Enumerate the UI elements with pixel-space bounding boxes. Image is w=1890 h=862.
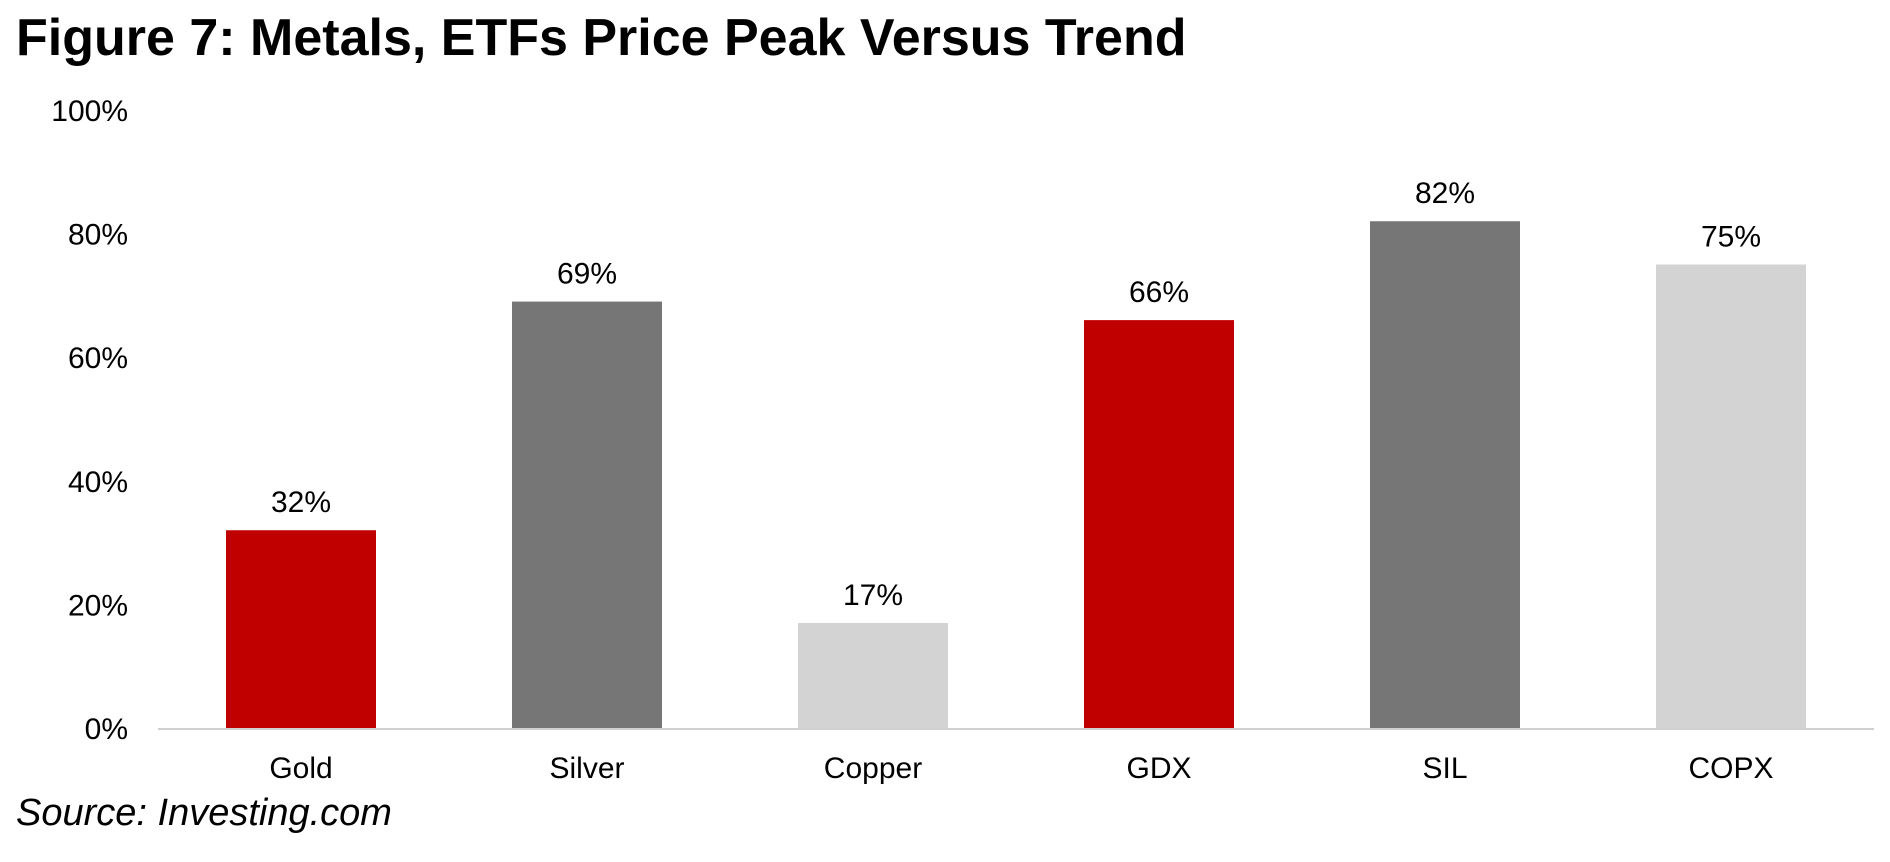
data-label: 69%: [557, 258, 617, 291]
x-tick-label: COPX: [1688, 752, 1773, 785]
figure-title: Figure 7: Metals, ETFs Price Peak Versus…: [16, 9, 1187, 67]
data-label: 66%: [1129, 276, 1189, 309]
bars: [226, 221, 1806, 729]
bar-sil: [1370, 221, 1520, 729]
y-tick-label: 0%: [85, 713, 128, 746]
y-tick-label: 20%: [68, 589, 128, 622]
source-note: Source: Investing.com: [16, 792, 392, 834]
x-tick-label: SIL: [1422, 752, 1467, 785]
data-label: 82%: [1415, 177, 1475, 210]
x-tick-label: Copper: [824, 752, 922, 785]
data-label: 32%: [271, 486, 331, 519]
x-axis-ticks: Gold Silver Copper GDX SIL COPX: [269, 752, 1773, 785]
y-axis-ticks: 0% 20% 40% 60% 80% 100%: [51, 95, 128, 746]
x-tick-label: GDX: [1126, 752, 1191, 785]
y-tick-label: 80%: [68, 219, 128, 252]
bar-copper: [798, 622, 948, 728]
data-label: 75%: [1701, 221, 1761, 254]
bar-silver: [512, 301, 662, 728]
bar-gdx: [1084, 320, 1234, 728]
x-tick-label: Gold: [269, 752, 332, 785]
y-tick-label: 60%: [68, 342, 128, 375]
y-tick-label: 100%: [51, 95, 128, 128]
y-tick-label: 40%: [68, 466, 128, 499]
data-label: 17%: [843, 579, 903, 612]
x-tick-label: Silver: [549, 752, 624, 785]
bar-gold: [226, 530, 376, 728]
data-labels: 32% 69% 17% 66% 82% 75%: [271, 177, 1761, 612]
bar-copx: [1656, 264, 1806, 728]
